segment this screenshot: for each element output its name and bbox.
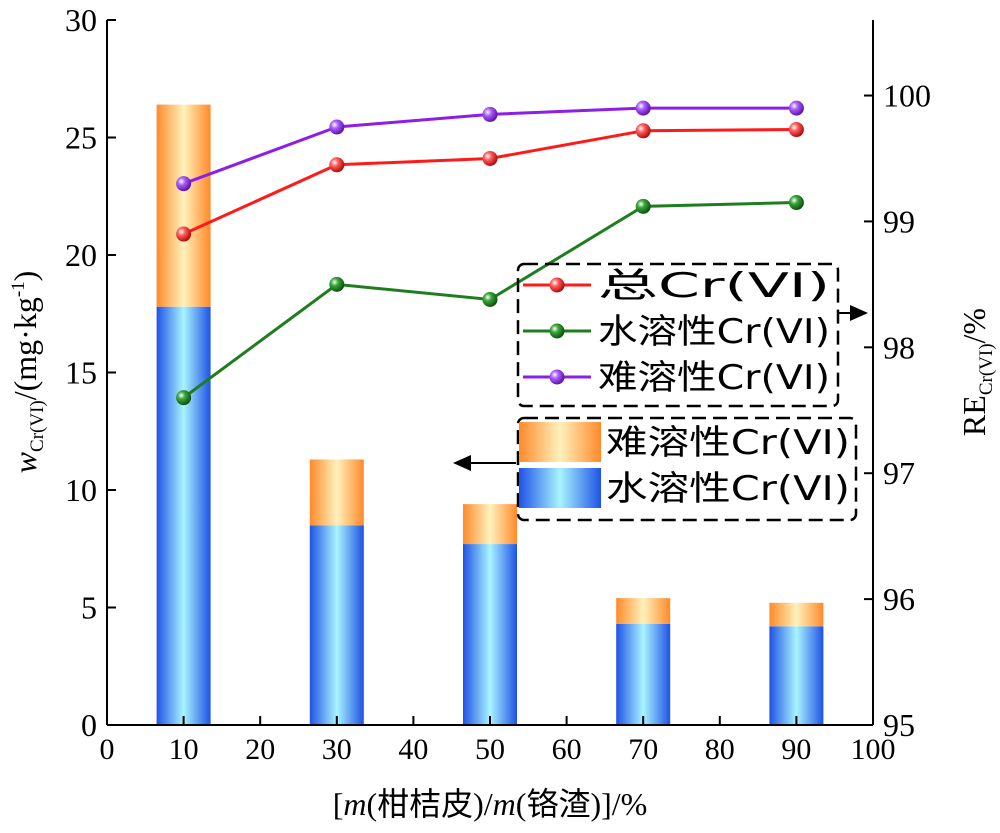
y-left-label-close: ) bbox=[7, 271, 43, 282]
y-left-tick-label: 15 bbox=[65, 355, 97, 391]
point-water-soluble-90 bbox=[788, 195, 804, 211]
x-tick-label: 50 bbox=[475, 733, 505, 766]
point-total-50 bbox=[482, 150, 498, 166]
x-label-p2: (铬渣) bbox=[516, 786, 601, 822]
bar-insoluble-30 bbox=[309, 459, 364, 526]
x-label-open: [ bbox=[333, 786, 344, 822]
point-total-90 bbox=[788, 122, 804, 138]
lines-layer bbox=[176, 100, 804, 406]
legend-line-label: 水溶性Cr(VI) bbox=[598, 312, 830, 352]
x-tick-label: 70 bbox=[628, 733, 658, 766]
legend-bar-swatch bbox=[519, 422, 601, 462]
bar-water-soluble-70 bbox=[616, 623, 671, 725]
x-tick-label: 80 bbox=[705, 733, 735, 766]
line-total bbox=[182, 128, 797, 236]
point-insoluble-50 bbox=[482, 106, 498, 122]
x-label-close: ]/% bbox=[601, 786, 647, 822]
bar-insoluble-70 bbox=[616, 598, 671, 624]
x-label-m1: m bbox=[343, 786, 366, 822]
x-tick-label: 10 bbox=[169, 733, 199, 766]
legend-line-marker bbox=[549, 277, 565, 293]
y-right-label-unit: /% bbox=[956, 308, 992, 344]
legend-bars-items: 难溶性Cr(VI) 水溶性Cr(VI) bbox=[519, 422, 850, 509]
y-left-tick-label: 0 bbox=[81, 707, 97, 743]
x-tick-label: 40 bbox=[398, 733, 428, 766]
point-water-soluble-10 bbox=[176, 390, 192, 406]
ticks-layer: 0 10 20 30 40 50 60 70 80 90 100 0 5 10 15 20 25 30 95 96 97… bbox=[65, 2, 931, 766]
bars-layer bbox=[156, 104, 824, 725]
y-right-tick-label: 97 bbox=[883, 455, 915, 491]
legend-line-marker bbox=[549, 369, 565, 385]
point-total-10 bbox=[176, 226, 192, 242]
bar-insoluble-10 bbox=[156, 104, 211, 307]
legend-line-marker bbox=[549, 323, 565, 339]
y-left-tick-label: 30 bbox=[65, 2, 97, 38]
point-total-30 bbox=[329, 157, 345, 173]
legend-bars: 难溶性Cr(VI) 水溶性Cr(VI) bbox=[453, 416, 858, 522]
legend-line-label: 难溶性Cr(VI) bbox=[598, 358, 830, 398]
x-axis-label: [m(柑桔皮)/m(铬渣)]/% bbox=[333, 786, 648, 822]
point-insoluble-70 bbox=[635, 100, 651, 116]
legend-line-label: 总Cr(VI) bbox=[598, 266, 830, 306]
y-left-tick-label: 10 bbox=[65, 472, 97, 508]
point-insoluble-30 bbox=[329, 119, 345, 135]
legend-bar-label: 难溶性Cr(VI) bbox=[606, 423, 850, 463]
y-right-tick-label: 95 bbox=[883, 707, 915, 743]
point-total-70 bbox=[635, 123, 651, 139]
bar-water-soluble-30 bbox=[309, 525, 364, 725]
point-insoluble-10 bbox=[176, 176, 192, 192]
y-left-tick-label: 5 bbox=[81, 590, 97, 626]
bar-insoluble-90 bbox=[769, 602, 824, 627]
x-tick-label: 90 bbox=[781, 733, 811, 766]
y-right-tick-label: 96 bbox=[883, 581, 915, 617]
legend-lines-items: 总Cr(VI) 水溶性Cr(VI) 难溶性Cr(VI) bbox=[523, 266, 830, 398]
bar-water-soluble-50 bbox=[463, 544, 517, 725]
y-left-tick-label: 25 bbox=[65, 120, 97, 156]
x-tick-label: 60 bbox=[552, 733, 582, 766]
y-left-label-sup: -1 bbox=[8, 281, 29, 297]
y-right-label: RECr(VI)/% bbox=[956, 308, 997, 436]
y-right-label-sub: Cr(VI) bbox=[976, 343, 997, 395]
bar-insoluble-50 bbox=[463, 504, 517, 545]
y-right-tick-label: 98 bbox=[883, 329, 915, 365]
y-right-tick-label: 100 bbox=[883, 78, 931, 114]
legend-bars-box bbox=[516, 416, 858, 522]
y-left-tick-label: 20 bbox=[65, 237, 97, 273]
x-label-p1: (柑桔皮)/ bbox=[366, 786, 492, 822]
y-right-label-re: RE bbox=[956, 395, 992, 436]
point-water-soluble-30 bbox=[329, 276, 345, 292]
x-tick-label: 0 bbox=[100, 733, 115, 766]
legend-bar-swatch bbox=[519, 468, 601, 508]
y-left-label: wCr(VI)/(mg·kg-1) bbox=[7, 271, 48, 474]
x-tick-label: 100 bbox=[851, 733, 896, 766]
point-insoluble-90 bbox=[788, 100, 804, 116]
y-left-label-w: w bbox=[7, 451, 43, 473]
point-water-soluble-50 bbox=[482, 291, 498, 307]
x-label-m2: m bbox=[493, 786, 516, 822]
y-right-tick-label: 99 bbox=[883, 203, 915, 239]
legend-lines-box bbox=[516, 262, 840, 408]
x-tick-label: 30 bbox=[322, 733, 352, 766]
y-left-label-unit: /(mg·kg bbox=[7, 297, 43, 400]
legend-lines: 总Cr(VI) 水溶性Cr(VI) 难溶性Cr(VI) bbox=[516, 262, 868, 408]
point-water-soluble-70 bbox=[635, 198, 651, 214]
y-left-label-sub: Cr(VI) bbox=[27, 400, 48, 452]
bar-water-soluble-10 bbox=[156, 306, 211, 725]
bar-water-soluble-90 bbox=[769, 626, 824, 725]
legend-bar-label: 水溶性Cr(VI) bbox=[606, 469, 850, 509]
x-tick-label: 20 bbox=[245, 733, 275, 766]
